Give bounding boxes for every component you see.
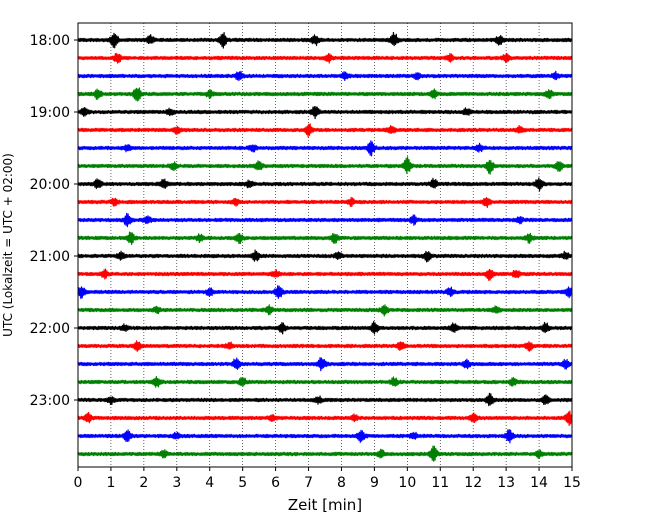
trace-2 xyxy=(77,70,573,82)
x-tick-label-13: 13 xyxy=(497,475,515,491)
trace-13 xyxy=(77,268,573,281)
trace-18 xyxy=(77,357,573,372)
trace-9 xyxy=(77,196,573,209)
x-tick-label-15: 15 xyxy=(563,475,581,491)
y-tick-label-4: 22:00 xyxy=(30,321,70,337)
x-tick-label-2: 2 xyxy=(139,475,148,491)
plot-frame xyxy=(77,22,573,468)
trace-11 xyxy=(77,231,573,246)
trace-10 xyxy=(77,212,573,228)
x-tick-label-12: 12 xyxy=(464,475,482,491)
trace-6 xyxy=(77,140,573,157)
trace-22 xyxy=(77,429,573,444)
x-tick-label-9: 9 xyxy=(370,475,379,491)
y-tick-label-5: 23:00 xyxy=(30,393,70,409)
x-tick-label-8: 8 xyxy=(337,475,346,491)
trace-4 xyxy=(77,106,573,120)
trace-20 xyxy=(77,392,573,407)
trace-19 xyxy=(77,375,573,388)
y-axis: 18:00 19:00 20:00 21:00 22:00 23:00 xyxy=(30,33,78,409)
y-tick-label-2: 20:00 xyxy=(30,177,70,193)
seismogram-traces xyxy=(77,31,573,462)
grid-lines xyxy=(110,23,540,467)
trace-17 xyxy=(77,340,573,352)
trace-15 xyxy=(77,304,573,317)
x-tick-label-11: 11 xyxy=(431,475,449,491)
trace-7 xyxy=(77,156,573,175)
x-tick-label-6: 6 xyxy=(271,475,280,491)
trace-3 xyxy=(77,87,573,102)
x-tick-label-14: 14 xyxy=(530,475,548,491)
x-tick-label-10: 10 xyxy=(398,475,416,491)
x-tick-label-5: 5 xyxy=(238,475,247,491)
x-axis: 0 1 2 3 4 5 6 7 8 9 10 11 12 13 14 15 xyxy=(74,467,581,491)
trace-0 xyxy=(77,31,573,49)
trace-5 xyxy=(77,123,573,138)
x-tick-label-4: 4 xyxy=(205,475,214,491)
y-tick-label-0: 18:00 xyxy=(30,33,70,49)
trace-1 xyxy=(77,52,573,64)
trace-12 xyxy=(77,249,573,263)
x-tick-label-0: 0 xyxy=(74,475,83,491)
trace-23 xyxy=(77,445,573,462)
y-axis-label: UTC (Lokalzeit = UTC + 02:00) xyxy=(1,153,15,337)
x-tick-label-1: 1 xyxy=(106,475,115,491)
y-tick-label-3: 21:00 xyxy=(30,249,70,265)
y-tick-label-1: 19:00 xyxy=(30,105,70,121)
x-axis-label: Zeit [min] xyxy=(288,496,362,514)
trace-14 xyxy=(77,285,573,299)
trace-8 xyxy=(77,177,573,192)
x-tick-label-7: 7 xyxy=(304,475,313,491)
x-tick-label-3: 3 xyxy=(172,475,181,491)
trace-16 xyxy=(77,320,573,335)
trace-21 xyxy=(77,410,573,427)
